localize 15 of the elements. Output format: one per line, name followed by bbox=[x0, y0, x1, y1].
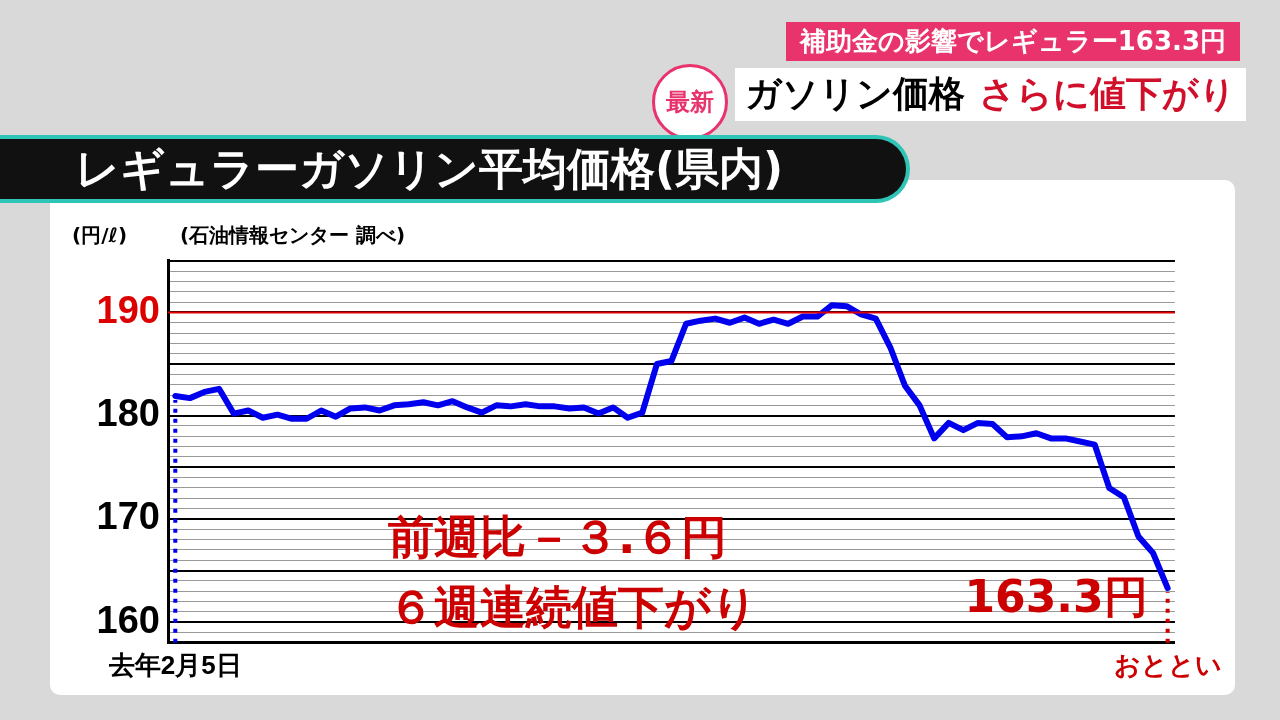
y-tick-label: 190 bbox=[96, 288, 160, 331]
x-tick-label: 去年2月5日 bbox=[107, 649, 242, 680]
chart-subtitle: 補助金の影響でレギュラー163.3円 bbox=[785, 22, 1240, 61]
y-axis-title: (円/ℓ) bbox=[72, 222, 128, 249]
annotation: 前週比－３.６円 bbox=[388, 509, 728, 564]
text: ガソリン価格 bbox=[745, 73, 965, 114]
y-tick-label: 160 bbox=[96, 598, 160, 641]
y-tick-label: 180 bbox=[96, 392, 160, 435]
text: 最新 bbox=[652, 64, 728, 140]
text: (石油情報センター 調べ) bbox=[180, 222, 406, 249]
y-tick-label: 170 bbox=[96, 495, 160, 538]
annotation: 163.3円 bbox=[964, 570, 1148, 622]
text: さらに値下がり bbox=[979, 73, 1236, 114]
x-tick-label: おととい bbox=[1113, 649, 1222, 680]
annotation: ６週連続値下がり bbox=[388, 579, 758, 634]
